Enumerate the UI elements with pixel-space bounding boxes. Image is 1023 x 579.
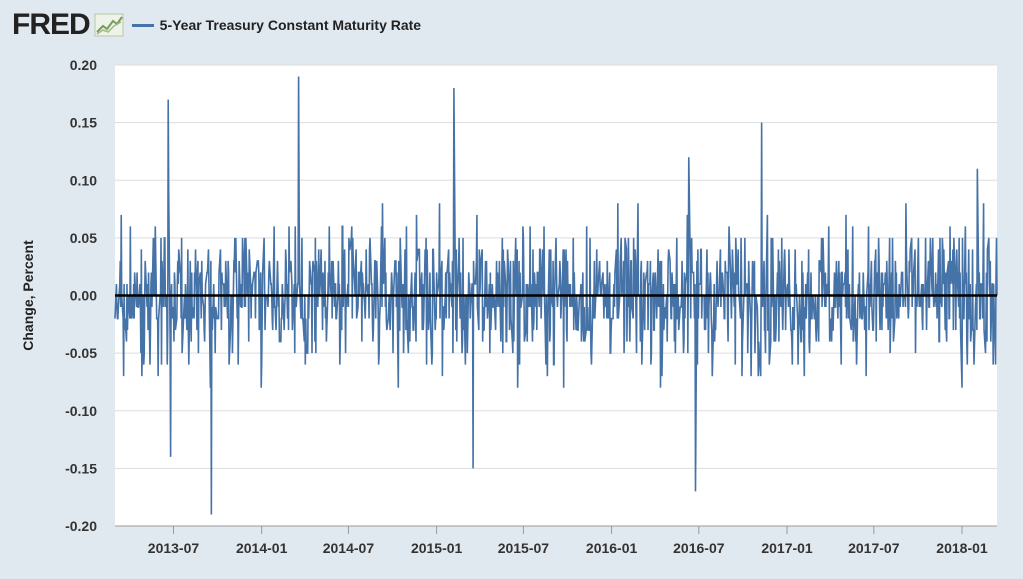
axes: 0.20 0.15 0.10 0.05 0.00 -0.05 -0.10 -0.15 -0.20… bbox=[65, 57, 997, 556]
x-tick-label: 2013-07 bbox=[148, 540, 200, 556]
chart-header: FRED 5-Year Treasury Constant Maturity R… bbox=[12, 8, 421, 42]
x-tick-label: 2016-01 bbox=[586, 540, 638, 556]
y-tick-label: -0.20 bbox=[65, 518, 97, 534]
x-tick-label: 2018-01 bbox=[936, 540, 988, 556]
legend-label: 5-Year Treasury Constant Maturity Rate bbox=[159, 17, 422, 33]
y-tick-label: -0.15 bbox=[65, 460, 97, 476]
legend: 5-Year Treasury Constant Maturity Rate bbox=[131, 17, 422, 33]
x-tick-label: 2015-07 bbox=[498, 540, 550, 556]
y-tick-label: 0.05 bbox=[70, 230, 97, 246]
y-axis-title: Change, Percent bbox=[20, 240, 36, 351]
y-tick-label: 0.10 bbox=[70, 172, 97, 188]
x-tick-label: 2015-01 bbox=[411, 540, 463, 556]
legend-swatch bbox=[131, 23, 154, 27]
series-layer bbox=[114, 76, 998, 515]
x-tick-label: 2017-07 bbox=[848, 540, 900, 556]
fred-logo[interactable]: FRED bbox=[12, 8, 91, 41]
y-tick-label: 0.15 bbox=[70, 115, 97, 131]
x-tick-label: 2016-07 bbox=[673, 540, 725, 556]
y-tick-label: 0.20 bbox=[70, 57, 97, 73]
x-tick-label: 2014-07 bbox=[323, 540, 375, 556]
x-tick-label: 2017-01 bbox=[761, 540, 813, 556]
x-tick-label: 2014-01 bbox=[236, 540, 288, 556]
y-tick-label: -0.05 bbox=[65, 345, 97, 361]
y-tick-label: 0.00 bbox=[70, 288, 97, 304]
series-line bbox=[114, 76, 998, 515]
line-chart-icon bbox=[94, 13, 124, 37]
y-tick-label: -0.10 bbox=[65, 403, 97, 419]
